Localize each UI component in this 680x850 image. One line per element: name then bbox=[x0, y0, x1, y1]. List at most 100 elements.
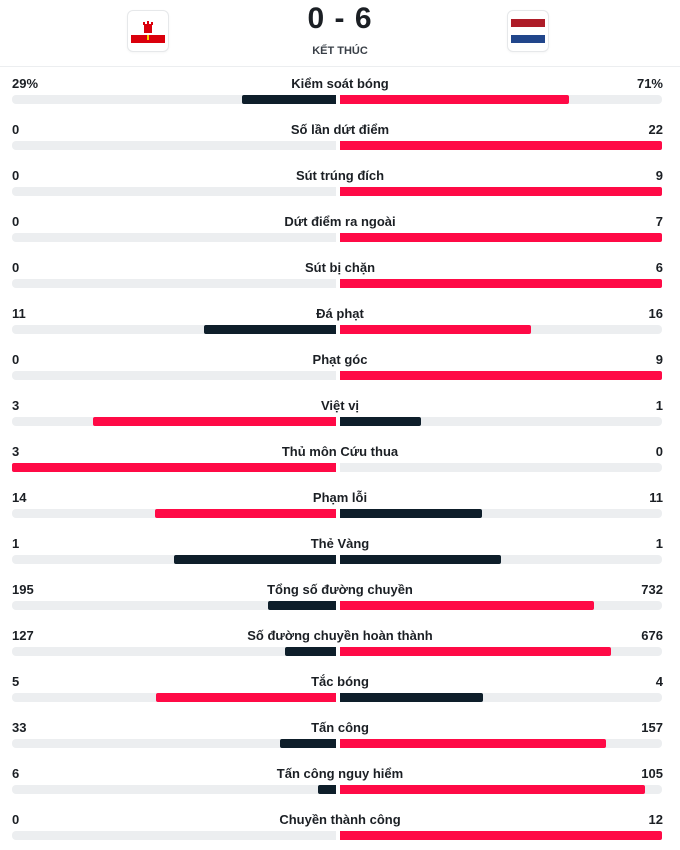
stat-label: Tổng số đường chuyền bbox=[267, 582, 413, 597]
stat-label: Tắc bóng bbox=[311, 674, 369, 689]
home-stat-value: 1 bbox=[12, 536, 20, 551]
stat-label: Sút bị chặn bbox=[304, 260, 376, 275]
away-stat-bar bbox=[340, 233, 662, 242]
stat-row: 29% Kiểm soát bóng 71% bbox=[0, 68, 680, 114]
stat-row: 0 Phạt góc 9 bbox=[0, 344, 680, 390]
home-stat-value: 0 bbox=[12, 168, 20, 183]
stat-label: Việt vị bbox=[320, 398, 360, 413]
away-stat-value: 11 bbox=[649, 490, 663, 505]
stat-row: 195 Tổng số đường chuyền 732 bbox=[0, 574, 680, 620]
home-stat-bar-track bbox=[12, 325, 336, 334]
away-stat-bar-track bbox=[340, 647, 662, 656]
stat-label: Sút trúng đích bbox=[295, 168, 385, 183]
home-stat-bar-track bbox=[12, 187, 336, 196]
away-stat-value: 1 bbox=[655, 536, 663, 551]
away-stat-bar-track bbox=[340, 693, 662, 702]
away-stat-value: 157 bbox=[641, 720, 663, 735]
match-status: KẾT THÚC bbox=[312, 45, 368, 57]
home-stat-value: 0 bbox=[12, 214, 20, 229]
stat-label: Số đường chuyền hoàn thành bbox=[247, 628, 433, 643]
away-stat-bar bbox=[340, 141, 662, 150]
home-stat-value: 14 bbox=[12, 490, 27, 505]
away-stat-bar-track bbox=[340, 187, 662, 196]
stats-list: 29% Kiểm soát bóng 71% 0 Số lần dứt điểm 22 0 S… bbox=[0, 68, 680, 850]
match-header: 0 - 6 KẾT THÚC bbox=[0, 0, 680, 67]
stat-label: Tấn công bbox=[311, 720, 369, 735]
away-stat-bar-track bbox=[340, 509, 662, 518]
stat-label: Đá phạt bbox=[316, 306, 364, 321]
home-stat-bar-track bbox=[12, 371, 336, 380]
away-stat-value: 9 bbox=[655, 168, 663, 183]
home-stat-value: 5 bbox=[12, 674, 20, 689]
away-stat-bar-track bbox=[340, 555, 662, 564]
home-stat-value: 0 bbox=[12, 260, 20, 275]
home-stat-bar bbox=[155, 509, 336, 518]
stat-label: Thẻ Vàng bbox=[310, 536, 370, 551]
home-stat-bar bbox=[285, 647, 336, 656]
home-stat-bar-track bbox=[12, 555, 336, 564]
home-stat-bar-track bbox=[12, 739, 336, 748]
match-score: 0 - 6 bbox=[307, 2, 373, 35]
away-stat-bar bbox=[340, 739, 606, 748]
stat-label: Kiểm soát bóng bbox=[291, 76, 389, 91]
home-stat-value: 0 bbox=[12, 352, 20, 367]
home-stat-bar-track bbox=[12, 233, 336, 242]
away-stat-bar-track bbox=[340, 279, 662, 288]
home-stat-bar bbox=[93, 417, 336, 426]
stat-row: 0 Chuyền thành công 12 bbox=[0, 804, 680, 850]
stat-row: 33 Tấn công 157 bbox=[0, 712, 680, 758]
away-stat-value: 22 bbox=[648, 122, 663, 137]
away-stat-value: 71% bbox=[636, 76, 663, 91]
away-stat-value: 7 bbox=[655, 214, 663, 229]
home-stat-value: 0 bbox=[12, 812, 20, 827]
home-stat-value: 127 bbox=[12, 628, 34, 643]
stat-row: 3 Việt vị 1 bbox=[0, 390, 680, 436]
home-stat-bar bbox=[318, 785, 336, 794]
home-stat-bar-track bbox=[12, 463, 336, 472]
stat-label: Chuyền thành công bbox=[279, 812, 401, 827]
home-stat-value: 6 bbox=[12, 766, 20, 781]
home-stat-bar bbox=[174, 555, 336, 564]
away-stat-bar bbox=[340, 95, 569, 104]
home-stat-value: 3 bbox=[12, 398, 20, 413]
home-stat-bar-track bbox=[12, 279, 336, 288]
stat-row: 0 Dứt điểm ra ngoài 7 bbox=[0, 206, 680, 252]
away-stat-value: 0 bbox=[655, 444, 663, 459]
netherlands-flag-icon bbox=[511, 19, 545, 43]
home-stat-bar-track bbox=[12, 831, 336, 840]
away-stat-bar-track bbox=[340, 371, 662, 380]
stat-row: 6 Tấn công nguy hiểm 105 bbox=[0, 758, 680, 804]
stat-label: Tấn công nguy hiểm bbox=[276, 766, 404, 781]
stat-label: Số lần dứt điểm bbox=[290, 122, 390, 137]
away-stat-value: 6 bbox=[655, 260, 663, 275]
stat-label: Phạm lỗi bbox=[312, 490, 368, 505]
home-stat-value: 33 bbox=[12, 720, 27, 735]
gibraltar-flag-icon bbox=[131, 19, 165, 43]
stat-row: 14 Phạm lỗi 11 bbox=[0, 482, 680, 528]
stat-row: 1 Thẻ Vàng 1 bbox=[0, 528, 680, 574]
away-stat-value: 676 bbox=[641, 628, 663, 643]
away-stat-bar-track bbox=[340, 601, 662, 610]
stat-label: Phạt góc bbox=[312, 352, 368, 367]
away-stat-bar-track bbox=[340, 233, 662, 242]
home-stat-bar-track bbox=[12, 95, 336, 104]
away-stat-value: 105 bbox=[641, 766, 663, 781]
away-team-flag[interactable] bbox=[507, 10, 549, 52]
away-stat-bar bbox=[340, 693, 483, 702]
away-stat-value: 1 bbox=[655, 398, 663, 413]
home-stat-value: 3 bbox=[12, 444, 20, 459]
away-stat-bar bbox=[340, 555, 501, 564]
stat-row: 0 Số lần dứt điểm 22 bbox=[0, 114, 680, 160]
home-stat-bar-track bbox=[12, 141, 336, 150]
away-stat-bar-track bbox=[340, 831, 662, 840]
home-stat-bar bbox=[156, 693, 336, 702]
home-team-flag[interactable] bbox=[127, 10, 169, 52]
home-stat-value: 29% bbox=[12, 76, 39, 91]
away-stat-bar-track bbox=[340, 463, 662, 472]
away-stat-bar bbox=[340, 325, 531, 334]
away-stat-bar bbox=[340, 785, 645, 794]
home-stat-bar-track bbox=[12, 601, 336, 610]
home-stat-bar-track bbox=[12, 417, 336, 426]
away-stat-value: 16 bbox=[648, 306, 663, 321]
home-stat-value: 195 bbox=[12, 582, 34, 597]
